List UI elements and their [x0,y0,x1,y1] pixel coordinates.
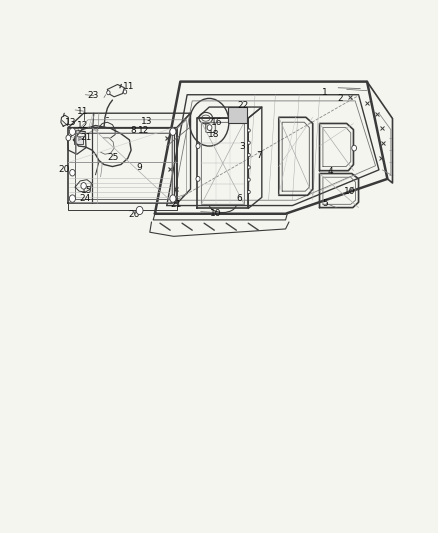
Circle shape [196,143,200,149]
Circle shape [247,190,250,193]
Text: 20: 20 [59,165,70,174]
Text: 18: 18 [208,130,219,139]
Text: 16: 16 [211,118,223,127]
Text: 13: 13 [141,117,153,126]
Text: 25: 25 [108,153,119,162]
Text: P: P [77,138,81,142]
Text: 10: 10 [344,187,356,196]
Circle shape [170,195,176,202]
Circle shape [136,206,143,215]
Text: 2: 2 [338,94,343,103]
Circle shape [247,166,250,169]
Circle shape [170,128,176,135]
Text: 1: 1 [322,88,328,97]
Text: 12: 12 [138,126,149,135]
Circle shape [196,176,200,181]
Circle shape [70,169,75,176]
Circle shape [247,141,250,144]
FancyBboxPatch shape [228,107,247,123]
Circle shape [66,135,71,141]
Text: 3: 3 [240,142,245,151]
Text: 15: 15 [81,186,92,195]
Text: 12: 12 [77,121,88,130]
Text: 24: 24 [79,194,90,203]
Text: 5: 5 [322,199,328,208]
Text: 4: 4 [328,167,333,176]
Text: 10: 10 [209,209,221,218]
Circle shape [124,90,127,94]
Text: 8: 8 [130,126,136,135]
Text: 21: 21 [81,133,92,142]
Circle shape [207,125,212,131]
Text: 9: 9 [136,163,142,172]
Circle shape [247,129,250,132]
Circle shape [247,178,250,181]
Circle shape [190,99,229,146]
Text: 21: 21 [170,200,182,209]
Text: 11: 11 [123,82,134,91]
Text: 6: 6 [236,194,242,203]
Text: 23: 23 [88,91,99,100]
Circle shape [69,195,75,202]
Text: 7: 7 [257,151,262,160]
Circle shape [69,128,75,135]
Circle shape [352,145,357,151]
Text: 26: 26 [128,211,140,220]
Circle shape [81,183,86,189]
Text: 13: 13 [65,118,77,127]
Circle shape [107,91,110,95]
Circle shape [247,154,250,157]
Text: 22: 22 [237,101,249,109]
FancyBboxPatch shape [74,136,83,143]
Text: 11: 11 [77,108,88,117]
